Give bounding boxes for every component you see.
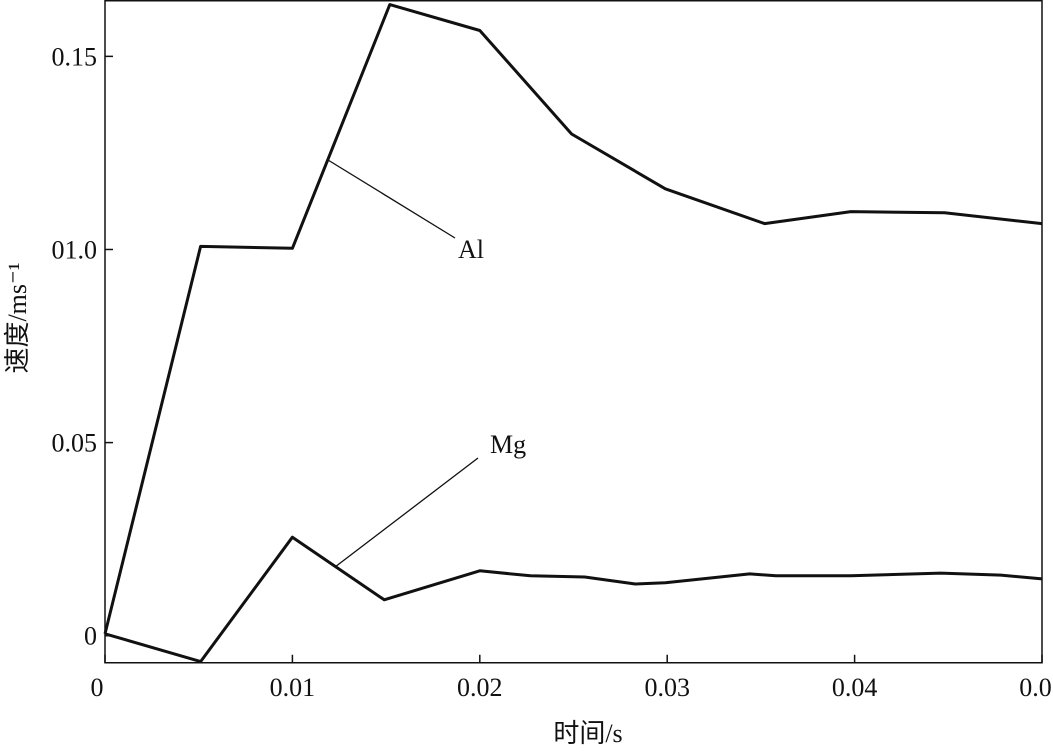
series-label: Mg: [490, 430, 526, 459]
leader-line: [334, 457, 479, 568]
y-axis-label: 速度/ms⁻¹: [3, 262, 32, 373]
x-tick-label: 0.01: [270, 673, 316, 702]
x-tick-label: 0: [91, 673, 104, 702]
y-tick-label: 01.0: [52, 235, 98, 264]
x-tick-label: 0.04: [832, 673, 878, 702]
leader-line: [327, 159, 456, 239]
x-tick-label: 0.02: [457, 673, 503, 702]
y-tick-label: 0.05: [52, 429, 98, 458]
y-tick-label: 0.15: [52, 42, 98, 71]
plot-frame: [104, 0, 1043, 664]
x-tick-label: 0.03: [644, 673, 690, 702]
y-tick-label: 0: [84, 622, 97, 651]
x-tick-label: 0.05: [1019, 673, 1053, 702]
x-axis-label: 时间/s: [553, 719, 622, 748]
series-line: [103, 3, 1043, 635]
series-label: Al: [458, 235, 484, 264]
series-line: [104, 535, 1043, 664]
